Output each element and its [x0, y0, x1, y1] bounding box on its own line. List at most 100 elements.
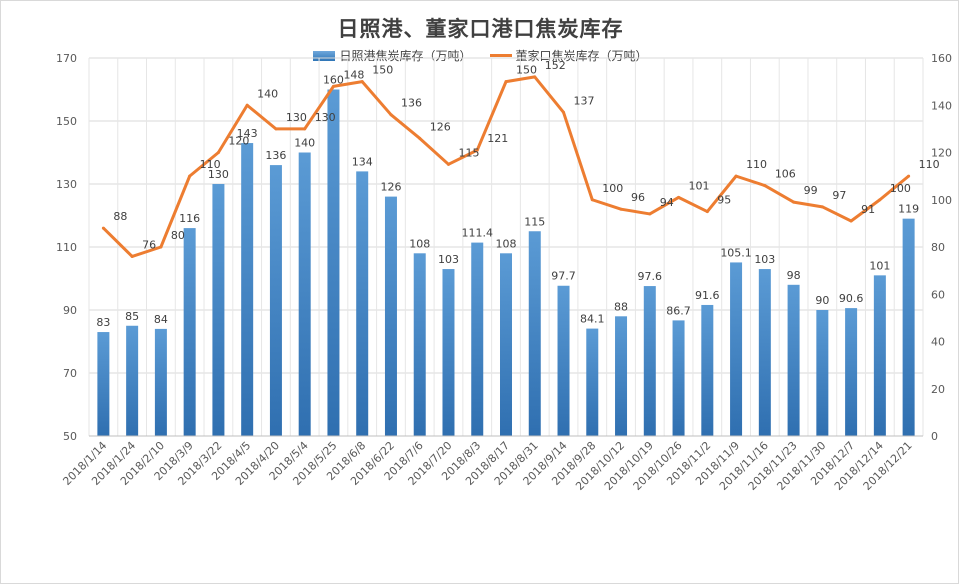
- bar: [298, 152, 311, 436]
- bar-data-label: 119: [898, 203, 919, 216]
- line-data-label: 150: [516, 64, 537, 77]
- line-point: [849, 219, 853, 223]
- bar-data-label: 91.6: [695, 289, 720, 302]
- line-point: [820, 205, 824, 209]
- bar: [845, 308, 858, 436]
- line-data-label: 126: [430, 120, 451, 133]
- line-data-label: 100: [890, 182, 911, 195]
- line-point: [446, 162, 450, 166]
- y-right-tick-label: 40: [931, 336, 945, 349]
- legend-line-swatch: [489, 54, 512, 57]
- bar-data-label: 97.6: [638, 270, 663, 283]
- y-left-tick-label: 90: [63, 304, 77, 317]
- bar: [528, 231, 541, 436]
- line-point: [907, 174, 911, 178]
- line-data-label: 110: [919, 158, 940, 171]
- line-point: [504, 80, 508, 84]
- bar: [327, 89, 340, 436]
- line-data-label: 99: [804, 184, 818, 197]
- bar: [471, 242, 484, 436]
- legend-bar-swatch: [313, 50, 336, 61]
- bar-data-label: 83: [96, 316, 110, 329]
- line-data-label: 130: [286, 111, 307, 124]
- line-data-label: 101: [689, 179, 710, 192]
- y-right-tick-label: 60: [931, 288, 945, 301]
- bar-data-label: 103: [438, 253, 459, 266]
- line-point: [418, 136, 422, 140]
- line-point: [274, 127, 278, 131]
- line-data-label: 97: [832, 189, 846, 202]
- bar-data-label: 160: [323, 74, 344, 87]
- bar: [701, 304, 714, 436]
- bar-data-label: 86.7: [666, 304, 691, 317]
- bar: [500, 253, 512, 436]
- y-right-tick-label: 100: [931, 194, 952, 207]
- y-left-tick-label: 130: [56, 178, 77, 191]
- line-point: [360, 80, 364, 84]
- line-point: [130, 254, 134, 258]
- bar: [183, 228, 196, 436]
- bar-data-label: 126: [380, 181, 401, 194]
- y-left-tick-label: 70: [63, 367, 77, 380]
- bar-layer: [97, 89, 915, 437]
- bar: [816, 310, 829, 436]
- line-data-label: 91: [861, 203, 875, 216]
- line-data-label: 152: [545, 59, 566, 72]
- legend-item-bar: 日照港焦炭库存（万吨）: [313, 47, 472, 64]
- chart-legend: 日照港焦炭库存（万吨） 董家口焦炭库存（万吨）: [1, 47, 959, 64]
- y-left-tick-label: 50: [63, 430, 77, 443]
- bar-data-label: 134: [352, 155, 373, 168]
- line-data-label: 100: [602, 182, 623, 195]
- line-data-label: 130: [315, 111, 336, 124]
- line-data-label: 148: [343, 68, 364, 81]
- bar-data-label: 111.4: [461, 227, 493, 240]
- bar-data-label: 115: [524, 215, 545, 228]
- bar-data-label: 97.7: [551, 270, 576, 283]
- y-left-tick-label: 110: [56, 241, 77, 254]
- line-point: [619, 207, 623, 211]
- line-point: [734, 174, 738, 178]
- bar: [586, 328, 599, 436]
- bar-data-label: 101: [869, 259, 890, 272]
- line-data-label: 106: [775, 168, 796, 181]
- y-right-tick-label: 120: [931, 147, 952, 160]
- line-data-label: 96: [631, 191, 645, 204]
- line-point: [705, 210, 709, 214]
- y-right-tick-label: 160: [931, 52, 952, 65]
- bar: [97, 332, 110, 436]
- line-data-label: 110: [746, 158, 767, 171]
- label-layer: 83 85 84116130143136140160134126108103111.…: [96, 59, 939, 329]
- bar-data-label: 98: [787, 269, 801, 282]
- bar: [643, 286, 656, 436]
- bar-data-label: 90.6: [839, 292, 864, 305]
- y-right-tick-label: 80: [931, 241, 945, 254]
- bar-data-label: 88: [614, 300, 628, 313]
- line-data-label: 150: [372, 64, 393, 77]
- line-point: [562, 110, 566, 114]
- bar-data-label: 143: [237, 127, 258, 140]
- line-data-label: 115: [458, 146, 479, 159]
- line-point: [389, 113, 393, 117]
- line-point: [878, 198, 882, 202]
- y-left-tick-label: 150: [56, 115, 77, 128]
- line-data-label: 136: [401, 97, 422, 110]
- bar-data-label: 84: [154, 313, 168, 326]
- bar-data-label: 90: [815, 294, 829, 307]
- bar: [413, 253, 426, 436]
- line-point: [101, 226, 105, 230]
- y-right-tick-label: 0: [931, 430, 938, 443]
- line-data-label: 140: [257, 87, 278, 100]
- bar-data-label: 108: [409, 237, 430, 250]
- bar: [356, 171, 369, 436]
- bar-data-label: 84.1: [580, 313, 605, 326]
- bar: [787, 284, 800, 436]
- bar: [873, 275, 886, 436]
- line-point: [792, 200, 796, 204]
- bar: [126, 325, 139, 436]
- bar: [615, 316, 628, 436]
- bar-data-label: 130: [208, 168, 229, 181]
- line-point: [648, 212, 652, 216]
- bar: [902, 218, 915, 436]
- bar: [212, 184, 225, 436]
